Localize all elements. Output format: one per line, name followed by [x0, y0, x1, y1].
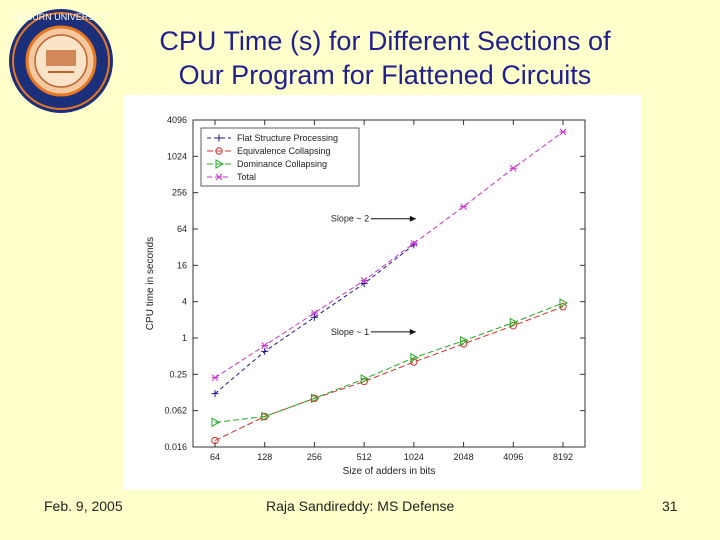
series-3-point [509, 317, 519, 328]
y-tick-label: 0.062 [164, 406, 187, 416]
legend-marker [215, 173, 223, 181]
series-4-point [360, 277, 368, 284]
x-tick-label: 1024 [404, 452, 424, 462]
legend-box [200, 127, 360, 187]
x-tick-label: 512 [357, 452, 372, 462]
series-3-point [310, 393, 320, 404]
legend-marker [215, 147, 223, 155]
series-4-point [310, 309, 318, 317]
series-1-point [211, 390, 219, 398]
x-tick-label: 2048 [454, 452, 474, 462]
series-1-point [310, 313, 318, 321]
legend-label: Total [237, 172, 256, 182]
x-axis-label: Size of adders in bits [343, 466, 436, 477]
y-tick-label: 1 [182, 333, 187, 343]
series-4-point [410, 240, 418, 247]
series-line-4 [214, 131, 564, 379]
series-4-point [509, 164, 517, 172]
legend-label: Equivalence Collapsing [237, 146, 331, 156]
y-axis-label: CPU time in seconds [145, 237, 156, 330]
series-1-point [261, 347, 269, 355]
annotation-arrowhead [409, 215, 416, 222]
page-number: 31 [662, 498, 678, 514]
y-tick-label: 0.016 [164, 442, 187, 452]
slide-title: CPU Time (s) for Different Sections of O… [120, 24, 650, 92]
legend-label: Flat Structure Processing [237, 133, 338, 143]
series-3-point [360, 374, 370, 384]
legend-marker [215, 134, 223, 142]
legend-marker [215, 159, 225, 169]
annotation-label: Slope ~ 2 [331, 214, 369, 224]
series-3-point [261, 411, 270, 422]
series-1-point [410, 241, 418, 249]
y-tick-label: 16 [177, 260, 187, 270]
y-tick-label: 256 [172, 188, 187, 198]
series-1-point [360, 280, 368, 287]
series-4-point [211, 374, 219, 382]
series-4-point [261, 342, 269, 349]
series-line-3 [214, 302, 564, 423]
y-tick-label: 1024 [167, 151, 187, 161]
cpu-time-chart: 4096 1024 256 64 16 4 1 0.25 0.062 0.016 64 128 256 5… [145, 115, 586, 477]
x-tick-label: 256 [307, 452, 322, 462]
y-tick-label: 0.25 [169, 369, 187, 379]
annotation-label: Slope ~ 1 [331, 327, 369, 337]
footer-date: Feb. 9, 2005 [44, 498, 123, 514]
series-3-point [559, 298, 569, 308]
series-3-point [211, 417, 221, 428]
legend-label: Dominance Collapsing [237, 159, 327, 169]
series-line-1 [214, 244, 415, 394]
y-tick-label: 4096 [167, 115, 187, 125]
x-tick-label: 128 [257, 452, 272, 462]
title-line-2: Our Program for Flattened Circuits [178, 60, 592, 90]
series-3-point [410, 352, 419, 363]
series-4-point [559, 128, 567, 136]
seal-ring-text: AUBURN UNIVERSITY [14, 12, 109, 22]
chart-panel: 4096 1024 256 64 16 4 1 0.25 0.062 0.016 64 128 256 5… [123, 95, 641, 490]
footer-presenter: Raja Sandireddy: MS Defense [266, 498, 455, 514]
x-tick-label: 4096 [503, 452, 523, 462]
x-tick-label: 8192 [553, 452, 573, 462]
x-tick-label: 64 [210, 452, 220, 462]
series-3-point [460, 335, 469, 346]
auburn-university-seal: AUBURN UNIVERSITY [6, 6, 116, 116]
series-4-point [460, 203, 468, 211]
y-tick-label: 4 [182, 297, 187, 307]
y-tick-label: 64 [177, 224, 187, 234]
title-line-1: CPU Time (s) for Different Sections of [159, 26, 611, 56]
annotation-arrowhead [409, 328, 416, 335]
series-2-point [211, 436, 219, 445]
